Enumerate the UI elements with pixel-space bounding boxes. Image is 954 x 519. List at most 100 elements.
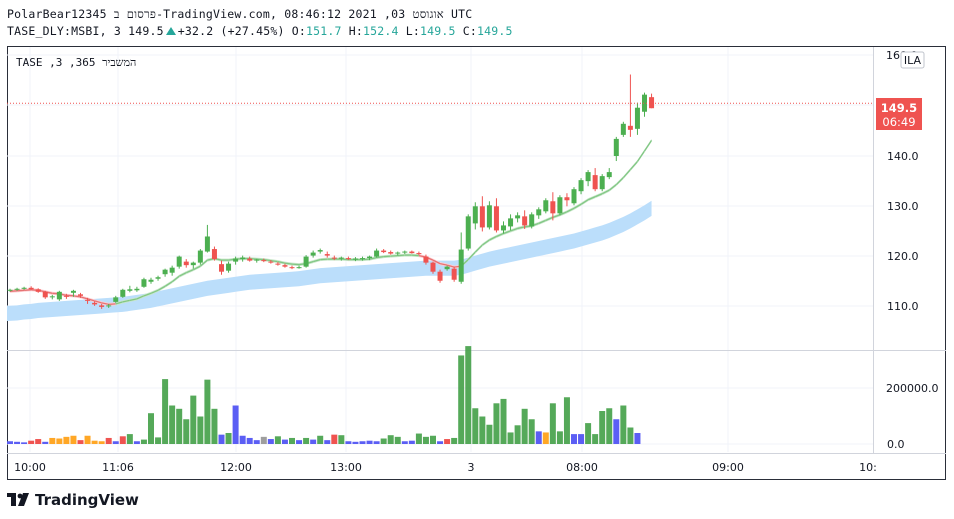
volume-bar — [627, 427, 634, 444]
volume-bar — [281, 439, 288, 444]
candle-body — [493, 206, 499, 231]
candle-body — [21, 287, 27, 289]
volume-bar — [458, 355, 465, 444]
ma-line-segment — [566, 207, 575, 213]
ma-line-segment — [376, 255, 384, 259]
candle-body — [430, 262, 436, 272]
ma-line-segment — [559, 211, 568, 216]
candle-body — [70, 290, 76, 293]
volume-bar — [260, 436, 267, 444]
volume-bar — [451, 437, 458, 444]
volume-bar — [169, 405, 176, 444]
candle-body — [204, 236, 210, 252]
volume-bar — [507, 432, 514, 444]
ma-line-segment — [101, 302, 109, 306]
ma-line-segment — [291, 263, 300, 266]
candle-body — [176, 256, 182, 267]
ma-line-segment — [122, 299, 130, 303]
candle-body — [247, 258, 253, 261]
candle-body — [78, 294, 83, 296]
candle-body — [592, 175, 598, 190]
candle-body — [508, 218, 514, 227]
volume-bar — [303, 437, 310, 444]
volume-bar — [486, 424, 493, 444]
volume-bar — [105, 437, 112, 444]
candle-body — [49, 296, 55, 298]
volume-bar — [437, 441, 444, 444]
ma-line-segment — [150, 289, 159, 294]
candle-body — [444, 266, 450, 270]
ma-line-segment — [643, 140, 653, 152]
close-label: C: — [462, 24, 477, 38]
volume-bar — [401, 441, 408, 444]
ma-line-segment — [9, 290, 18, 292]
ma-line-segment — [115, 301, 123, 305]
candle-body — [317, 250, 323, 252]
candle-body — [352, 258, 358, 260]
candle-body — [550, 201, 556, 214]
ma-line-segment — [87, 298, 95, 302]
volume-bar — [338, 435, 345, 444]
candle-body — [606, 172, 612, 178]
volume-bar — [218, 434, 225, 444]
volume-bar — [84, 435, 91, 444]
volume-bar — [331, 434, 338, 444]
volume-bar — [42, 441, 49, 444]
currency-badge[interactable]: ILA — [900, 51, 925, 69]
volume-bar — [352, 441, 359, 444]
tradingview-logo[interactable]: TradingView — [7, 489, 139, 511]
time-tick-label: 10: — [859, 461, 877, 474]
candle-body — [303, 256, 309, 267]
candle-body — [543, 200, 549, 212]
high-value: 152.4 — [362, 24, 399, 38]
time-tick-label: 08:00 — [566, 461, 598, 474]
volume-bar — [253, 440, 260, 444]
candle-body — [99, 305, 105, 307]
volume-bar — [148, 413, 154, 444]
volume-bar — [528, 419, 535, 444]
ma-line-segment — [164, 281, 173, 287]
volume-bar — [422, 436, 429, 444]
volume-bars — [7, 346, 641, 444]
ma-line-segment — [601, 189, 610, 195]
volume-bar — [613, 419, 620, 444]
ma-line-segment — [171, 275, 180, 283]
candle-body — [649, 97, 655, 109]
ma-line-segment — [157, 285, 166, 291]
tradingview-logo-icon — [7, 493, 29, 506]
candle-body — [148, 279, 154, 282]
volume-bar — [98, 441, 105, 444]
candle-body — [501, 225, 506, 231]
candle-body — [529, 214, 535, 227]
volume-bar — [14, 441, 21, 444]
candle-body — [338, 257, 344, 259]
time-tick-label: 09:00 — [712, 461, 744, 474]
candle-body — [120, 289, 126, 297]
ma-line-segment — [510, 227, 518, 232]
candle-body — [388, 252, 394, 254]
ma-line-segment — [636, 150, 646, 162]
volume-tick-label: 0.0 — [887, 438, 905, 451]
volume-axis: 200000.0 0.0 — [886, 382, 939, 451]
chart-container[interactable] — [7, 46, 946, 480]
candle-body — [416, 253, 422, 255]
candle-body — [522, 216, 528, 226]
ma-line-segment — [629, 161, 638, 171]
time-tick-label: 10:00 — [14, 461, 46, 474]
candle-body — [627, 125, 633, 130]
ma-line-segment — [284, 262, 293, 265]
candle-body — [190, 262, 196, 266]
candle-body — [261, 260, 267, 262]
volume-bar — [246, 437, 253, 444]
candle-body — [7, 289, 13, 291]
volume-bar — [345, 441, 352, 444]
volume-bar — [21, 442, 28, 444]
candle-body — [183, 261, 189, 266]
candle-body — [197, 250, 203, 263]
ohlc-legend: TASE_DLY:MSBI, 3 149.5 +32.2 (+27.45%) O:… — [7, 24, 513, 38]
volume-bar — [500, 398, 507, 444]
ma-line-segment — [178, 272, 187, 277]
volume-bar — [204, 379, 211, 444]
volume-bar — [28, 440, 35, 444]
